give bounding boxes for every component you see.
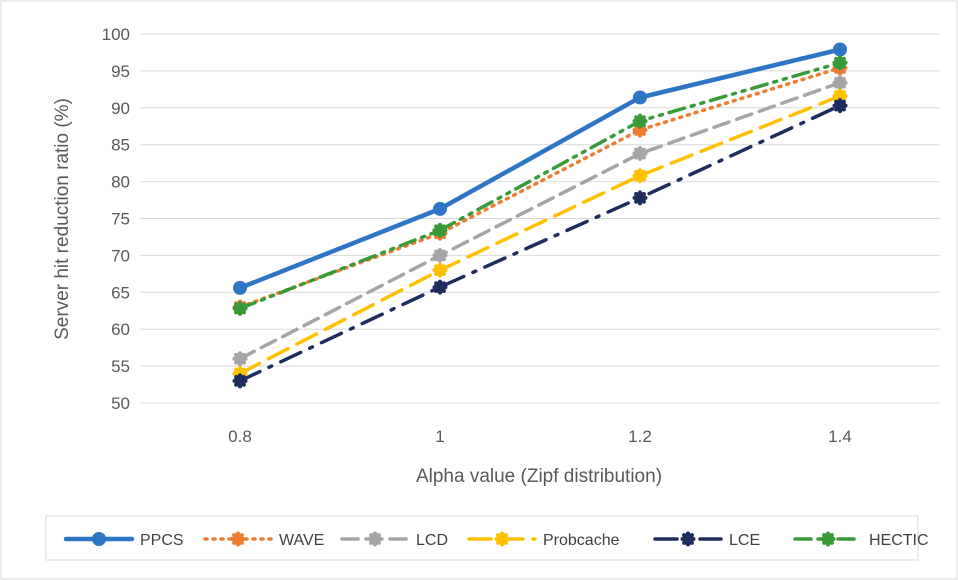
data-point [432,222,448,238]
legend-entry-hectic: HECTIC [793,531,929,549]
series-hectic [232,55,848,317]
legend-entry-lce: LCE [653,531,760,549]
x-tick-label: 1 [435,427,444,446]
series-lce [232,98,848,389]
y-tick-label: 90 [111,99,130,118]
data-point-legend [494,531,510,547]
data-point-legend [92,532,106,546]
data-point [432,262,448,278]
y-axis-ticks: 50 55 60 65 70 75 80 85 90 95 100 [102,25,130,413]
x-tick-label: 1.2 [628,427,652,446]
data-point [232,301,248,317]
y-tick-label: 65 [111,283,130,302]
series-line [238,61,842,311]
legend-entry-probcache: Probcache [467,531,620,549]
series-group [232,42,848,389]
legend-entry-ppcs: PPCS [63,532,184,549]
legend-entry-lcd: LCD [340,531,448,549]
data-point [632,168,648,184]
legend-label: LCD [416,532,448,549]
data-point [232,373,248,389]
legend: PPCS WAVE LCD Probcache LCE HECTIC [45,515,929,561]
data-point [632,190,648,206]
data-point [233,280,247,295]
data-point [432,279,448,295]
data-point [833,42,847,57]
y-tick-label: 75 [111,210,130,229]
y-tick-label: 95 [111,62,130,81]
y-tick-label: 60 [111,320,130,339]
legend-label: PPCS [140,532,184,549]
series-lcd [232,75,848,367]
y-tick-label: 70 [111,246,130,265]
series-line [238,80,842,361]
data-point [432,247,448,263]
data-point [632,146,648,162]
x-tick-label: 1.4 [828,427,852,446]
legend-label: Probcache [543,532,620,549]
y-tick-label: 55 [111,357,130,376]
y-axis-title: Server hit reduction ratio (%) [52,98,73,340]
legend-label: HECTIC [869,532,929,549]
legend-entry-wave: WAVE [203,531,324,549]
data-point-legend [680,531,696,547]
series-ppcs [233,42,847,295]
data-point [832,55,848,71]
data-point [832,75,848,91]
data-point [832,98,848,114]
x-axis-ticks: 0.8 1 1.2 1.4 [228,427,852,446]
y-tick-label: 100 [102,25,130,44]
legend-label: LCE [729,532,760,549]
series-line [238,94,842,376]
series-line [238,103,842,383]
data-point-legend [820,531,836,547]
y-tick-label: 50 [111,394,130,413]
y-tick-label: 80 [111,173,130,192]
x-axis-title: Alpha value (Zipf distribution) [416,466,662,487]
data-point-legend [367,531,383,547]
series-line [238,66,842,309]
data-point [633,90,647,105]
x-tick-label: 0.8 [228,427,252,446]
data-point [232,351,248,367]
data-point [632,113,648,129]
legend-label: WAVE [279,532,324,549]
data-point-legend [230,531,246,547]
series-line [237,47,843,291]
y-tick-label: 85 [111,136,130,155]
data-point [433,201,447,216]
